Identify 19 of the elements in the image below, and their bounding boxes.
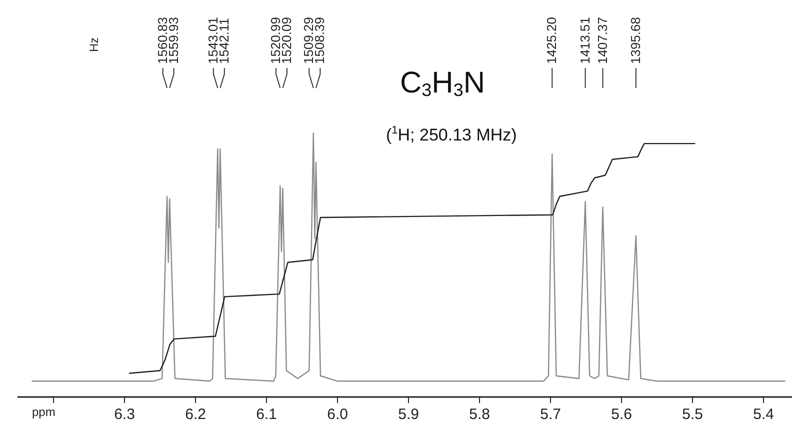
x-tick-label: 5.7 [540,406,561,423]
x-tick-label: 5.4 [753,406,774,423]
text: Hz [87,37,101,52]
x-tick-label: 6.1 [256,406,277,423]
annotation: 1407.37 [594,17,610,64]
annotation: 1395.68 [628,17,643,64]
x-tick-label: 6.0 [327,406,348,423]
x-tick-label: 5.9 [398,406,419,423]
annotation: 1543.01 [205,17,220,64]
annotation: 1520.99 [268,17,283,64]
annotation: 1425.20 [544,17,560,64]
x-axis-title: ppm [32,405,56,419]
annotation: 1560.83 [154,17,170,64]
x-tick-label: 5.5 [682,406,704,423]
x-tick-label: 5.8 [469,406,490,423]
x-tick-label: 5.6 [611,406,632,423]
x-tick-label: 6.3 [114,406,135,423]
annotation: 1413.51 [577,17,592,64]
x-tick-label: 6.2 [185,406,206,423]
